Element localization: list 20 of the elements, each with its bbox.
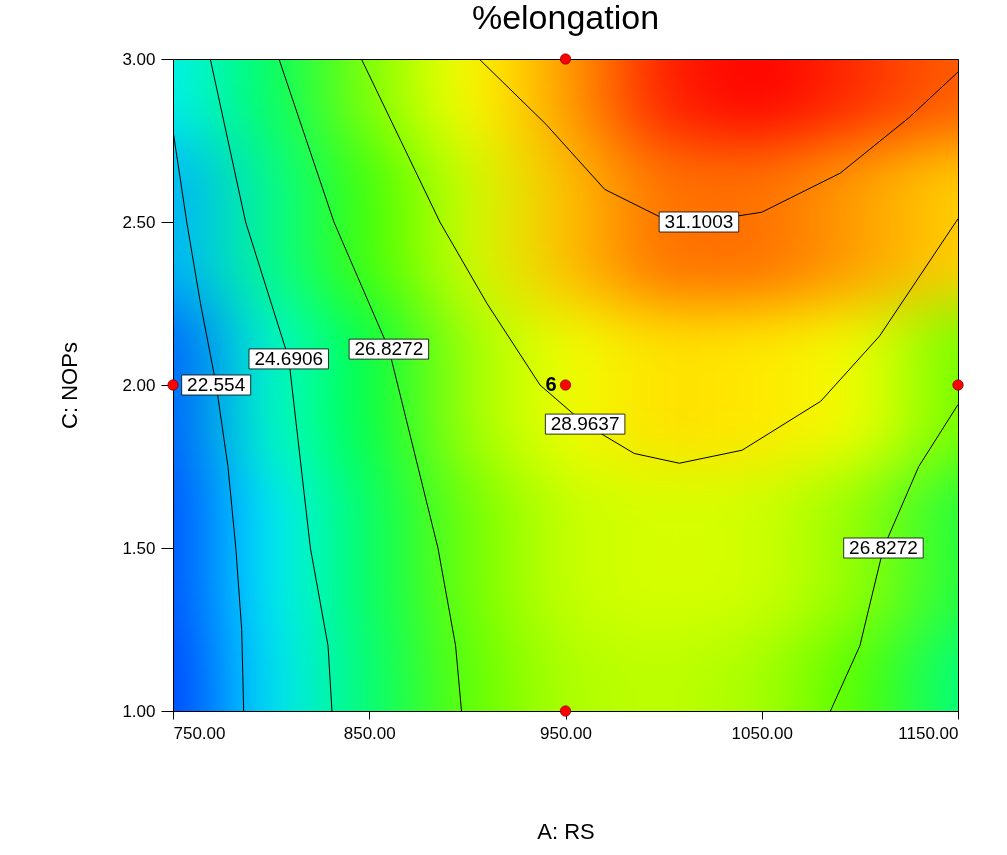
series-label: 26.8272 — [354, 338, 424, 360]
chart-title: %elongation — [471, 0, 660, 36]
x-axis-title: A: RS — [537, 818, 595, 844]
series-label: 26.8272 — [849, 537, 918, 558]
x-tick-label: 850.00 — [343, 723, 396, 743]
y-tick-label: 2.50 — [122, 212, 156, 232]
x-tick-label: 1050.00 — [731, 723, 793, 743]
y-tick-label: 3.00 — [122, 49, 156, 69]
y-tick-label: 1.50 — [122, 538, 156, 558]
y-tick-label: 2.00 — [122, 375, 156, 395]
x-tick-label: 750.00 — [173, 723, 226, 743]
series-label: 31.1003 — [664, 211, 734, 232]
series-label: 28.9637 — [550, 413, 620, 435]
series-label: 22.554 — [187, 374, 246, 395]
x-tick-label: 1150.00 — [898, 723, 959, 743]
series-label: 24.6906 — [254, 347, 324, 369]
y-tick-label: 1.00 — [122, 701, 156, 721]
y-axis-title: C: NOPs — [57, 342, 83, 429]
x-tick-label: 950.00 — [540, 723, 592, 743]
annotation: 6 — [545, 373, 557, 395]
